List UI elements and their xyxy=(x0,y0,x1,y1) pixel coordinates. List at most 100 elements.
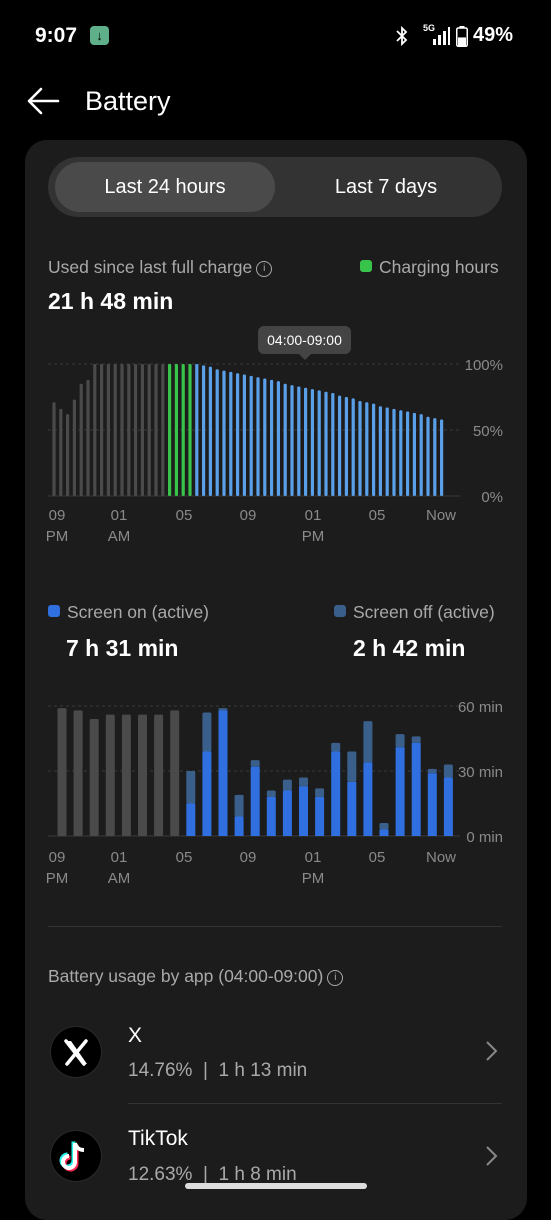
battery-bar xyxy=(392,408,396,496)
battery-bar xyxy=(181,364,185,496)
battery-level-chart[interactable]: 100% 50% 0% 09 PM 01 AM 05 09 01 PM 05 Now xyxy=(0,0,551,560)
stats-separator: | xyxy=(203,1060,208,1081)
section-divider xyxy=(48,926,502,927)
status-bar: 9:07 ↓ 5G 49% xyxy=(0,0,551,72)
battery-bar xyxy=(66,414,70,496)
screen-off-bar xyxy=(395,734,405,748)
battery-bar xyxy=(215,369,219,496)
x-tick-label: 05 xyxy=(369,507,386,524)
screen-off-label: Screen off (active) xyxy=(353,602,495,622)
bluetooth-icon xyxy=(396,25,408,47)
x-tick-label: AM xyxy=(108,528,131,545)
app-stats: 14.76% | 1 h 13 min xyxy=(128,1060,307,1082)
battery-bar xyxy=(433,418,437,496)
battery-bar xyxy=(229,371,233,496)
app-row-tiktok[interactable]: TikTok 12.63% | 1 h 8 min xyxy=(48,1104,502,1204)
x-tick-label: 09 xyxy=(49,507,66,524)
screen-on-bar xyxy=(250,766,260,836)
app-usage-title: Battery usage by app (04:00-09:00) xyxy=(48,966,324,986)
y-tick-label: 0% xyxy=(481,489,503,506)
screen-off-bar xyxy=(363,721,373,763)
battery-bar xyxy=(406,411,410,496)
screen-bar-outside xyxy=(73,710,83,836)
screen-off-value: 2 h 42 min xyxy=(353,635,466,661)
x-tick-label: Now xyxy=(426,849,456,866)
screen-off-bar xyxy=(234,794,244,817)
screen-on-bar xyxy=(427,773,437,836)
screen-on-bar xyxy=(347,781,357,836)
y-tick-label: 0 min xyxy=(466,829,503,846)
download-icon: ↓ xyxy=(90,26,109,45)
x-tick-label: 05 xyxy=(369,849,386,866)
tiktok-logo-icon xyxy=(50,1130,102,1182)
x-logo-icon xyxy=(50,1026,102,1078)
screen-off-bar xyxy=(282,779,292,791)
battery-bar xyxy=(147,364,151,496)
screen-on-legend: Screen on (active) xyxy=(48,602,209,623)
app-usage-title-row: Battery usage by app (04:00-09:00) i xyxy=(48,966,344,987)
tab-last-24-hours[interactable]: Last 24 hours xyxy=(55,162,275,212)
battery-bar xyxy=(372,403,376,496)
screen-off-bar xyxy=(427,768,437,774)
screen-off-swatch xyxy=(334,605,346,617)
battery-bar xyxy=(276,381,280,496)
battery-bar xyxy=(338,395,342,496)
screen-bar-outside xyxy=(121,714,131,836)
app-row-x[interactable]: X 14.76% | 1 h 13 min xyxy=(48,1000,502,1100)
y-tick-label: 100% xyxy=(465,357,503,374)
x-tick-label: 09 xyxy=(240,507,257,524)
info-icon[interactable]: i xyxy=(327,970,344,986)
tab-last-7-days[interactable]: Last 7 days xyxy=(334,176,438,198)
chart-tooltip-pointer xyxy=(299,354,311,360)
battery-bar xyxy=(93,364,97,496)
charging-legend: Charging hours xyxy=(360,257,499,278)
time-range-tabs: Last 24 hours Last 7 days xyxy=(48,157,502,217)
home-indicator[interactable] xyxy=(185,1183,367,1189)
chevron-right-icon xyxy=(486,1146,498,1166)
battery-bar xyxy=(168,364,172,496)
battery-bar xyxy=(331,393,335,496)
x-tick-label: 09 xyxy=(49,849,66,866)
x-tick-label: 05 xyxy=(176,849,193,866)
y-tick-label: 30 min xyxy=(458,764,503,781)
screen-on-label: Screen on (active) xyxy=(67,602,210,622)
screen-off-bar xyxy=(299,777,308,787)
battery-bar xyxy=(161,364,165,496)
x-tick-label: Now xyxy=(426,507,456,524)
battery-bar xyxy=(79,383,83,496)
used-since-charge-value: 21 h 48 min xyxy=(48,288,174,314)
screen-off-bar xyxy=(186,771,196,804)
usage-label-row: Used since last full charge i xyxy=(48,257,273,278)
battery-bar xyxy=(120,364,124,496)
battery-bar xyxy=(283,383,287,496)
screen-off-bar xyxy=(315,788,325,797)
charging-legend-label: Charging hours xyxy=(379,257,499,277)
battery-bar xyxy=(242,374,246,496)
screen-off-bar xyxy=(347,751,357,782)
battery-bar xyxy=(412,412,416,496)
battery-bar xyxy=(344,397,348,496)
battery-bar xyxy=(440,419,444,496)
back-arrow-icon[interactable] xyxy=(26,85,60,117)
battery-bar xyxy=(297,386,301,496)
battery-bar xyxy=(100,364,104,496)
x-tick-label: PM xyxy=(46,870,69,887)
usage-label: Used since last full charge xyxy=(48,257,253,277)
x-tick-label: PM xyxy=(302,528,325,545)
battery-bar xyxy=(270,379,274,496)
battery-bar xyxy=(72,399,76,496)
battery-bar xyxy=(310,389,314,496)
screen-time-chart[interactable]: 60 min 30 min 0 min 09 PM 01 AM 05 09 01 PM 05 Now xyxy=(0,0,551,900)
screen-off-bar xyxy=(379,823,389,830)
y-tick-label: 50% xyxy=(473,423,503,440)
battery-bar xyxy=(358,400,362,496)
screen-off-bar xyxy=(202,712,212,752)
app-row-divider xyxy=(128,1103,502,1104)
screen-off-bar xyxy=(411,736,421,743)
battery-bar xyxy=(113,364,117,496)
screen-off-bar xyxy=(443,764,453,778)
screen-on-bar xyxy=(443,777,453,836)
battery-bar xyxy=(317,390,321,496)
screen-on-bar xyxy=(395,747,405,836)
info-icon[interactable]: i xyxy=(256,261,273,277)
